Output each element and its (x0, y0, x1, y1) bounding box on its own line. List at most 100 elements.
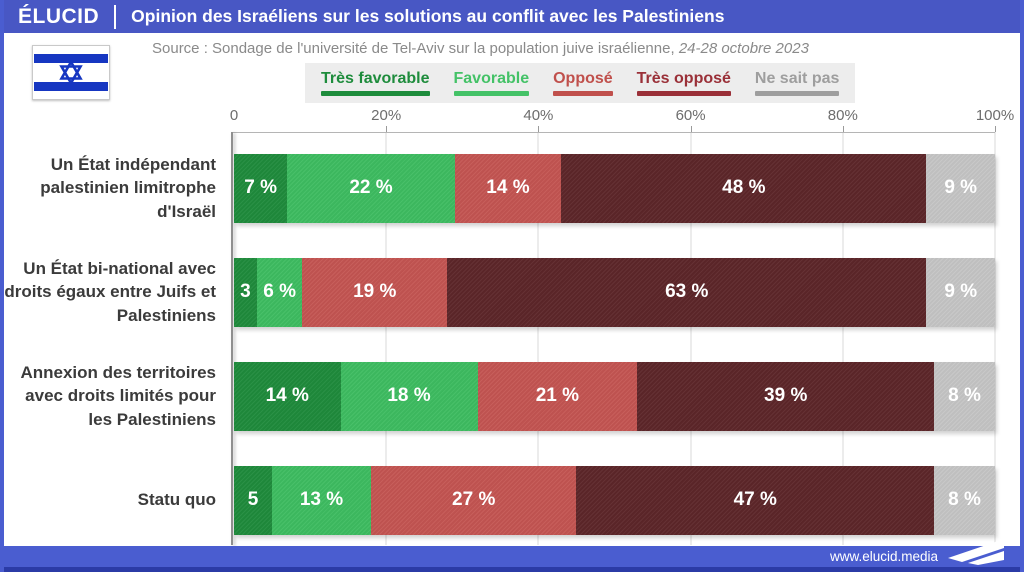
legend-item: Opposé (553, 69, 613, 96)
axis-tick-label: 80% (827, 107, 858, 124)
segment-value: 27 % (452, 489, 496, 510)
y-axis-line (231, 132, 233, 545)
bar-segment-oppos-: 14 % (454, 153, 562, 223)
bar-segment-ne-sait-pas: 9 % (926, 153, 995, 223)
segment-value: 9 % (944, 281, 978, 302)
gridline (994, 132, 996, 545)
bar-segment-favorable: 13 % (272, 465, 371, 535)
source-caption: Source : Sondage de l'université de Tel-… (152, 40, 809, 57)
bar-segment-ne-sait-pas: 8 % (934, 465, 995, 535)
axis-tick (995, 126, 996, 132)
stacked-bar: 14 % 18 % 21 % 39 % 8 % (234, 361, 995, 431)
axis-tick-label: 100% (975, 107, 1015, 124)
category-label: Annexion des territoires avec droits lim… (20, 362, 216, 429)
legend: Très favorable Favorable Opposé Très opposé… (305, 63, 856, 103)
bar-segment-oppos-: 27 % (370, 465, 577, 535)
segment-value: 13 % (299, 489, 344, 510)
legend-label: Très opposé (636, 69, 731, 87)
legend-swatch (453, 90, 530, 96)
gridline (841, 132, 844, 545)
chart-row: Un État indépendant palestinien limitrop… (0, 136, 1016, 240)
page-title: Opinion des Israéliens sur les solutions… (131, 6, 725, 26)
chart-rows: Un État indépendant palestinien limitrop… (0, 136, 1016, 552)
legend-swatch (754, 90, 840, 96)
legend-label: Opposé (553, 69, 613, 87)
segment-value: 63 % (665, 281, 709, 302)
segment-value: 21 % (535, 385, 580, 406)
right-border (1020, 0, 1024, 572)
source-date: 24-28 octobre 2023 (678, 40, 809, 57)
bar-segment-tr-s-favorable: 7 % (234, 153, 288, 223)
header-bar: ÉLUCID Opinion des Israéliens sur les so… (0, 0, 1024, 33)
gridline (689, 132, 692, 545)
plot-grid (234, 126, 996, 545)
stacked-bar: 5 13 % 27 % 47 % 8 % (234, 465, 995, 535)
israel-flag-icon (32, 45, 110, 100)
segment-value: 5 (247, 489, 259, 510)
bar-segment-tr-s-oppos-: 63 % (447, 257, 927, 327)
segment-value: 6 % (263, 281, 297, 302)
segment-value: 19 % (353, 281, 397, 302)
bar-segment-favorable: 18 % (340, 361, 478, 431)
legend-swatch (321, 90, 430, 96)
bar-segment-oppos-: 21 % (477, 361, 638, 431)
bar-segment-tr-s-favorable: 3 (234, 257, 257, 327)
bar-segment-ne-sait-pas: 9 % (926, 257, 995, 327)
bar-segment-tr-s-oppos-: 48 % (561, 153, 927, 223)
source-text: Source : Sondage de l'université de Tel-… (152, 40, 675, 57)
bar-segment-tr-s-oppos-: 47 % (576, 465, 935, 535)
gridline (537, 132, 540, 545)
segment-value: 8 % (948, 489, 981, 510)
bar-segment-tr-s-oppos-: 39 % (637, 361, 935, 431)
legend-item: Très favorable (321, 69, 430, 96)
header-divider (114, 4, 117, 29)
elucid-flag-icon (948, 539, 1004, 565)
stacked-bar: 3 6 % 19 % 63 % 9 % (234, 257, 995, 327)
legend-swatch (553, 90, 613, 96)
legend-item: Ne sait pas (754, 69, 840, 96)
chart-row: Annexion des territoires avec droits lim… (0, 344, 1016, 448)
footer-url: www.elucid.media (829, 549, 938, 564)
gridline (385, 132, 388, 545)
legend-item: Favorable (453, 69, 530, 96)
segment-value: 47 % (733, 489, 777, 510)
footer-bar: www.elucid.media (0, 539, 1024, 572)
stacked-bar: 7 % 22 % 14 % 48 % 9 % (234, 153, 995, 223)
left-border (0, 0, 4, 572)
segment-value: 3 (240, 281, 251, 302)
legend-label: Favorable (453, 69, 530, 87)
chart-row: Statu quo 5 13 % 27 % 47 % 8 % (0, 448, 1016, 552)
bar-segment-tr-s-favorable: 5 (234, 465, 273, 535)
bar-segment-ne-sait-pas: 8 % (934, 361, 995, 431)
brand-logo: ÉLUCID (18, 4, 100, 28)
segment-value: 8 % (948, 385, 981, 406)
segment-value: 7 % (244, 177, 277, 198)
axis-labels: 0 20% 40% 60% 80% 100% (230, 107, 1014, 125)
segment-value: 18 % (387, 385, 431, 406)
bar-segment-favorable: 22 % (287, 153, 455, 223)
legend-label: Ne sait pas (754, 69, 840, 87)
legend-swatch (636, 90, 731, 96)
axis-tick (386, 126, 388, 132)
chart-row: Un État bi-national avec droits égaux en… (0, 240, 1016, 344)
segment-value: 22 % (349, 177, 393, 198)
legend-item: Très opposé (636, 69, 731, 96)
axis-tick (538, 126, 540, 132)
category-label: Statu quo (137, 490, 216, 510)
legend-label: Très favorable (321, 69, 430, 87)
axis-tick-label: 20% (371, 107, 402, 124)
bar-segment-tr-s-favorable: 14 % (234, 361, 341, 431)
axis-tick-label: 0 (229, 107, 239, 124)
axis-tick-label: 60% (675, 107, 706, 124)
bar-segment-oppos-: 19 % (302, 257, 448, 327)
axis-tick (690, 126, 692, 132)
category-label: Un État bi-national avec droits égaux en… (4, 258, 216, 325)
x-axis-line (232, 132, 995, 133)
segment-value: 39 % (764, 385, 808, 406)
segment-value: 48 % (722, 177, 766, 198)
bar-segment-favorable: 6 % (256, 257, 303, 327)
segment-value: 9 % (944, 177, 978, 198)
category-label: Un État indépendant palestinien limitrop… (40, 154, 216, 221)
segment-value: 14 % (486, 177, 530, 198)
